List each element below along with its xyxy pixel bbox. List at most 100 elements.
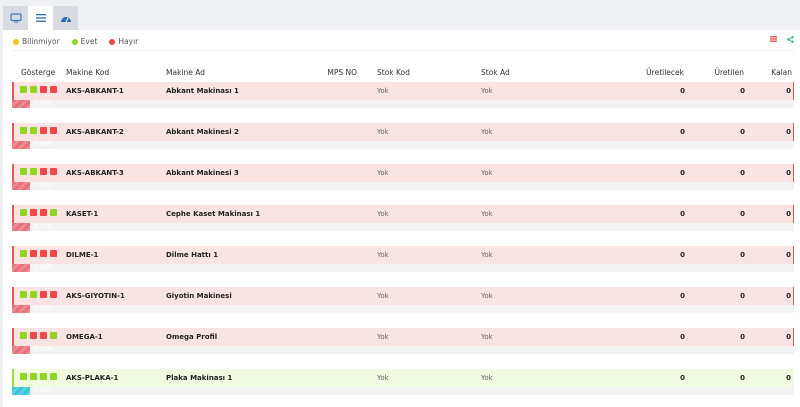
indicator-evet	[20, 86, 27, 93]
makine-ad: Giyotin Makinesi	[166, 292, 232, 300]
indicator-evet	[30, 373, 37, 380]
indicator-hayir	[40, 127, 47, 134]
indicator-group	[20, 127, 57, 134]
indicator-hayir	[30, 332, 37, 339]
kalan: 0	[786, 210, 791, 218]
stok-kod: Yok	[377, 292, 389, 300]
progress-fill	[12, 264, 30, 272]
uretilen: 0	[740, 374, 745, 382]
progress-bar: 0.00%	[12, 305, 794, 313]
progress-bar: 0.00%	[12, 223, 794, 231]
indicator-group	[20, 291, 57, 298]
progress-fill	[12, 100, 30, 108]
table-row[interactable]: AKS-ABKANT-2 Abkant Makinesi 2 Yok Yok 0…	[12, 123, 794, 141]
progress-fill	[12, 346, 30, 354]
stok-ad: Yok	[481, 87, 493, 95]
indicator-hayir	[50, 127, 57, 134]
kalan: 0	[786, 292, 791, 300]
makine-kod: OMEGA-1	[66, 333, 103, 341]
col-stok-kod[interactable]: Stok Kod	[377, 68, 410, 77]
table-row[interactable]: AKS-GIYOTIN-1 Giyotin Makinesi Yok Yok 0…	[12, 287, 794, 305]
table-row[interactable]: DILME-1 Dilme Hattı 1 Yok Yok 0 0 0	[12, 246, 794, 264]
makine-kod: AKS-GIYOTIN-1	[66, 292, 125, 300]
indicator-evet	[50, 209, 57, 216]
tab-dashboard[interactable]	[53, 6, 78, 30]
progress-text: 0.00%	[34, 182, 54, 189]
table-row[interactable]: AKS-ABKANT-1 Abkant Makinası 1 Yok Yok 0…	[12, 82, 794, 100]
uretilen: 0	[740, 251, 745, 259]
indicator-evet	[30, 127, 37, 134]
uretilen: 0	[740, 210, 745, 218]
stok-ad: Yok	[481, 169, 493, 177]
table-row[interactable]: OMEGA-1 Omega Profil Yok Yok 0 0 0	[12, 328, 794, 346]
progress-text: 0.00%	[34, 223, 54, 230]
makine-kod: DILME-1	[66, 251, 99, 259]
kalan: 0	[786, 374, 791, 382]
indicator-evet	[50, 332, 57, 339]
uretilen: 0	[740, 87, 745, 95]
stok-kod: Yok	[377, 169, 389, 177]
progress-fill	[12, 182, 30, 190]
progress-fill	[12, 223, 30, 231]
indicator-hayir	[40, 209, 47, 216]
indicator-hayir	[30, 209, 37, 216]
legend-item-hayir: Hayır	[109, 37, 138, 46]
stok-ad: Yok	[481, 374, 493, 382]
makine-ad: Omega Profil	[166, 333, 218, 341]
makine-ad: Dilme Hattı 1	[166, 251, 219, 259]
uretilen: 0	[740, 128, 745, 136]
share-icon[interactable]	[787, 36, 794, 43]
progress-bar: 0.00%	[12, 100, 794, 108]
uretilen: 0	[740, 169, 745, 177]
table-row[interactable]: AKS-PLAKA-1 Plaka Makinası 1 Yok Yok 0 0…	[12, 369, 794, 387]
tab-list[interactable]	[28, 6, 53, 30]
tab-monitor[interactable]	[3, 6, 28, 30]
stok-kod: Yok	[377, 87, 389, 95]
stok-ad: Yok	[481, 210, 493, 218]
indicator-group	[20, 332, 57, 339]
indicator-hayir	[40, 86, 47, 93]
indicator-hayir	[50, 86, 57, 93]
uretilecek: 0	[680, 333, 685, 341]
col-mps-no[interactable]: MPS NO	[327, 68, 357, 77]
indicator-evet	[20, 291, 27, 298]
indicator-group	[20, 373, 57, 380]
kalan: 0	[786, 87, 791, 95]
kalan: 0	[786, 128, 791, 136]
progress-bar: 0.00%	[12, 182, 794, 190]
col-kalan[interactable]: Kalan	[771, 68, 792, 77]
col-uretilen[interactable]: Üretilen	[714, 68, 745, 77]
col-uretilecek[interactable]: Üretilecek	[646, 68, 684, 77]
indicator-evet	[50, 373, 57, 380]
divider	[13, 50, 794, 51]
kalan: 0	[786, 251, 791, 259]
col-makine-kod[interactable]: Makine Kod	[66, 68, 110, 77]
indicator-group	[20, 209, 57, 216]
main-panel: Bilinmiyor Evet Hayır Gösterge Makine Ko…	[3, 30, 800, 407]
indicator-evet	[30, 168, 37, 175]
progress-text: 0.00%	[34, 100, 54, 107]
uretilecek: 0	[680, 210, 685, 218]
list-icon[interactable]	[770, 36, 777, 42]
col-gosterge[interactable]: Gösterge	[21, 68, 56, 77]
indicator-hayir	[50, 291, 57, 298]
table-row[interactable]: AKS-ABKANT-3 Abkant Makinesi 3 Yok Yok 0…	[12, 164, 794, 182]
legend: Bilinmiyor Evet Hayır	[13, 37, 138, 46]
makine-kod: AKS-ABKANT-3	[66, 169, 124, 177]
col-makine-ad[interactable]: Makine Ad	[166, 68, 206, 77]
progress-fill	[12, 387, 30, 395]
makine-ad: Plaka Makinası 1	[166, 374, 233, 382]
progress-bar: 0.00%	[12, 264, 794, 272]
stok-kod: Yok	[377, 251, 389, 259]
uretilecek: 0	[680, 87, 685, 95]
uretilen: 0	[740, 333, 745, 341]
col-stok-ad[interactable]: Stok Ad	[481, 68, 510, 77]
uretilecek: 0	[680, 251, 685, 259]
indicator-hayir	[40, 250, 47, 257]
stok-ad: Yok	[481, 251, 493, 259]
table-row[interactable]: KASET-1 Cephe Kaset Makinası 1 Yok Yok 0…	[12, 205, 794, 223]
progress-text: 0.00%	[34, 346, 54, 353]
makine-kod: AKS-ABKANT-1	[66, 87, 124, 95]
dashboard-icon	[60, 16, 71, 22]
indicator-evet	[20, 332, 27, 339]
